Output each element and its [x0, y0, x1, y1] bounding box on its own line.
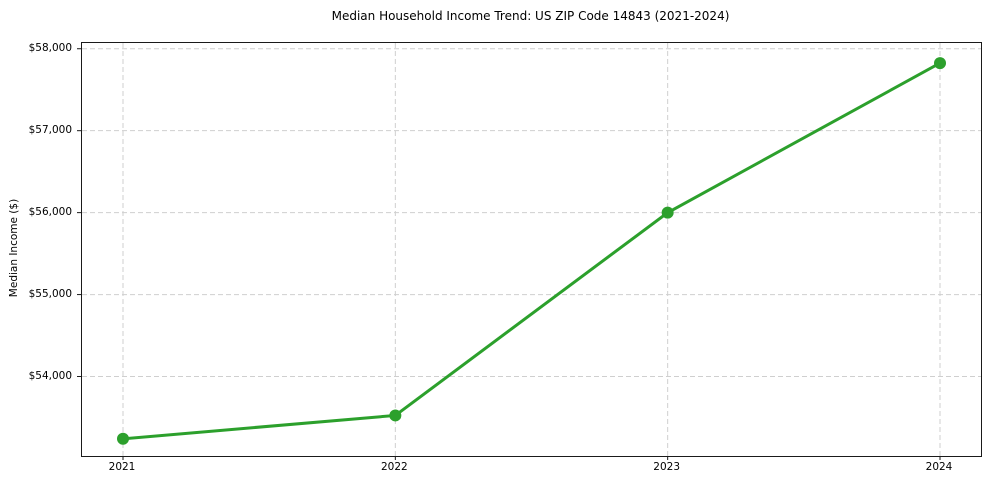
chart-title: Median Household Income Trend: US ZIP Co…: [331, 9, 730, 23]
line-chart-svg: [77, 43, 981, 460]
data-point-2021: [117, 432, 129, 445]
data-point-2023: [661, 206, 674, 219]
x-tick-label: 2024: [925, 461, 953, 473]
y-tick-label: $57,000: [28, 123, 72, 136]
plot-area: [77, 42, 982, 460]
income-trend-line: [121, 61, 942, 441]
data-point-2022: [389, 409, 402, 422]
y-tick-label: $58,000: [28, 41, 72, 54]
x-tick-label: 2021: [108, 461, 136, 473]
y-tick-label: $55,000: [28, 287, 72, 300]
x-tick-label: 2022: [380, 461, 408, 473]
y-tick-label: $54,000: [28, 369, 72, 382]
x-tick-label: 2023: [653, 461, 681, 473]
y-tick-label: $56,000: [28, 205, 72, 218]
data-point-2024: [934, 57, 946, 70]
